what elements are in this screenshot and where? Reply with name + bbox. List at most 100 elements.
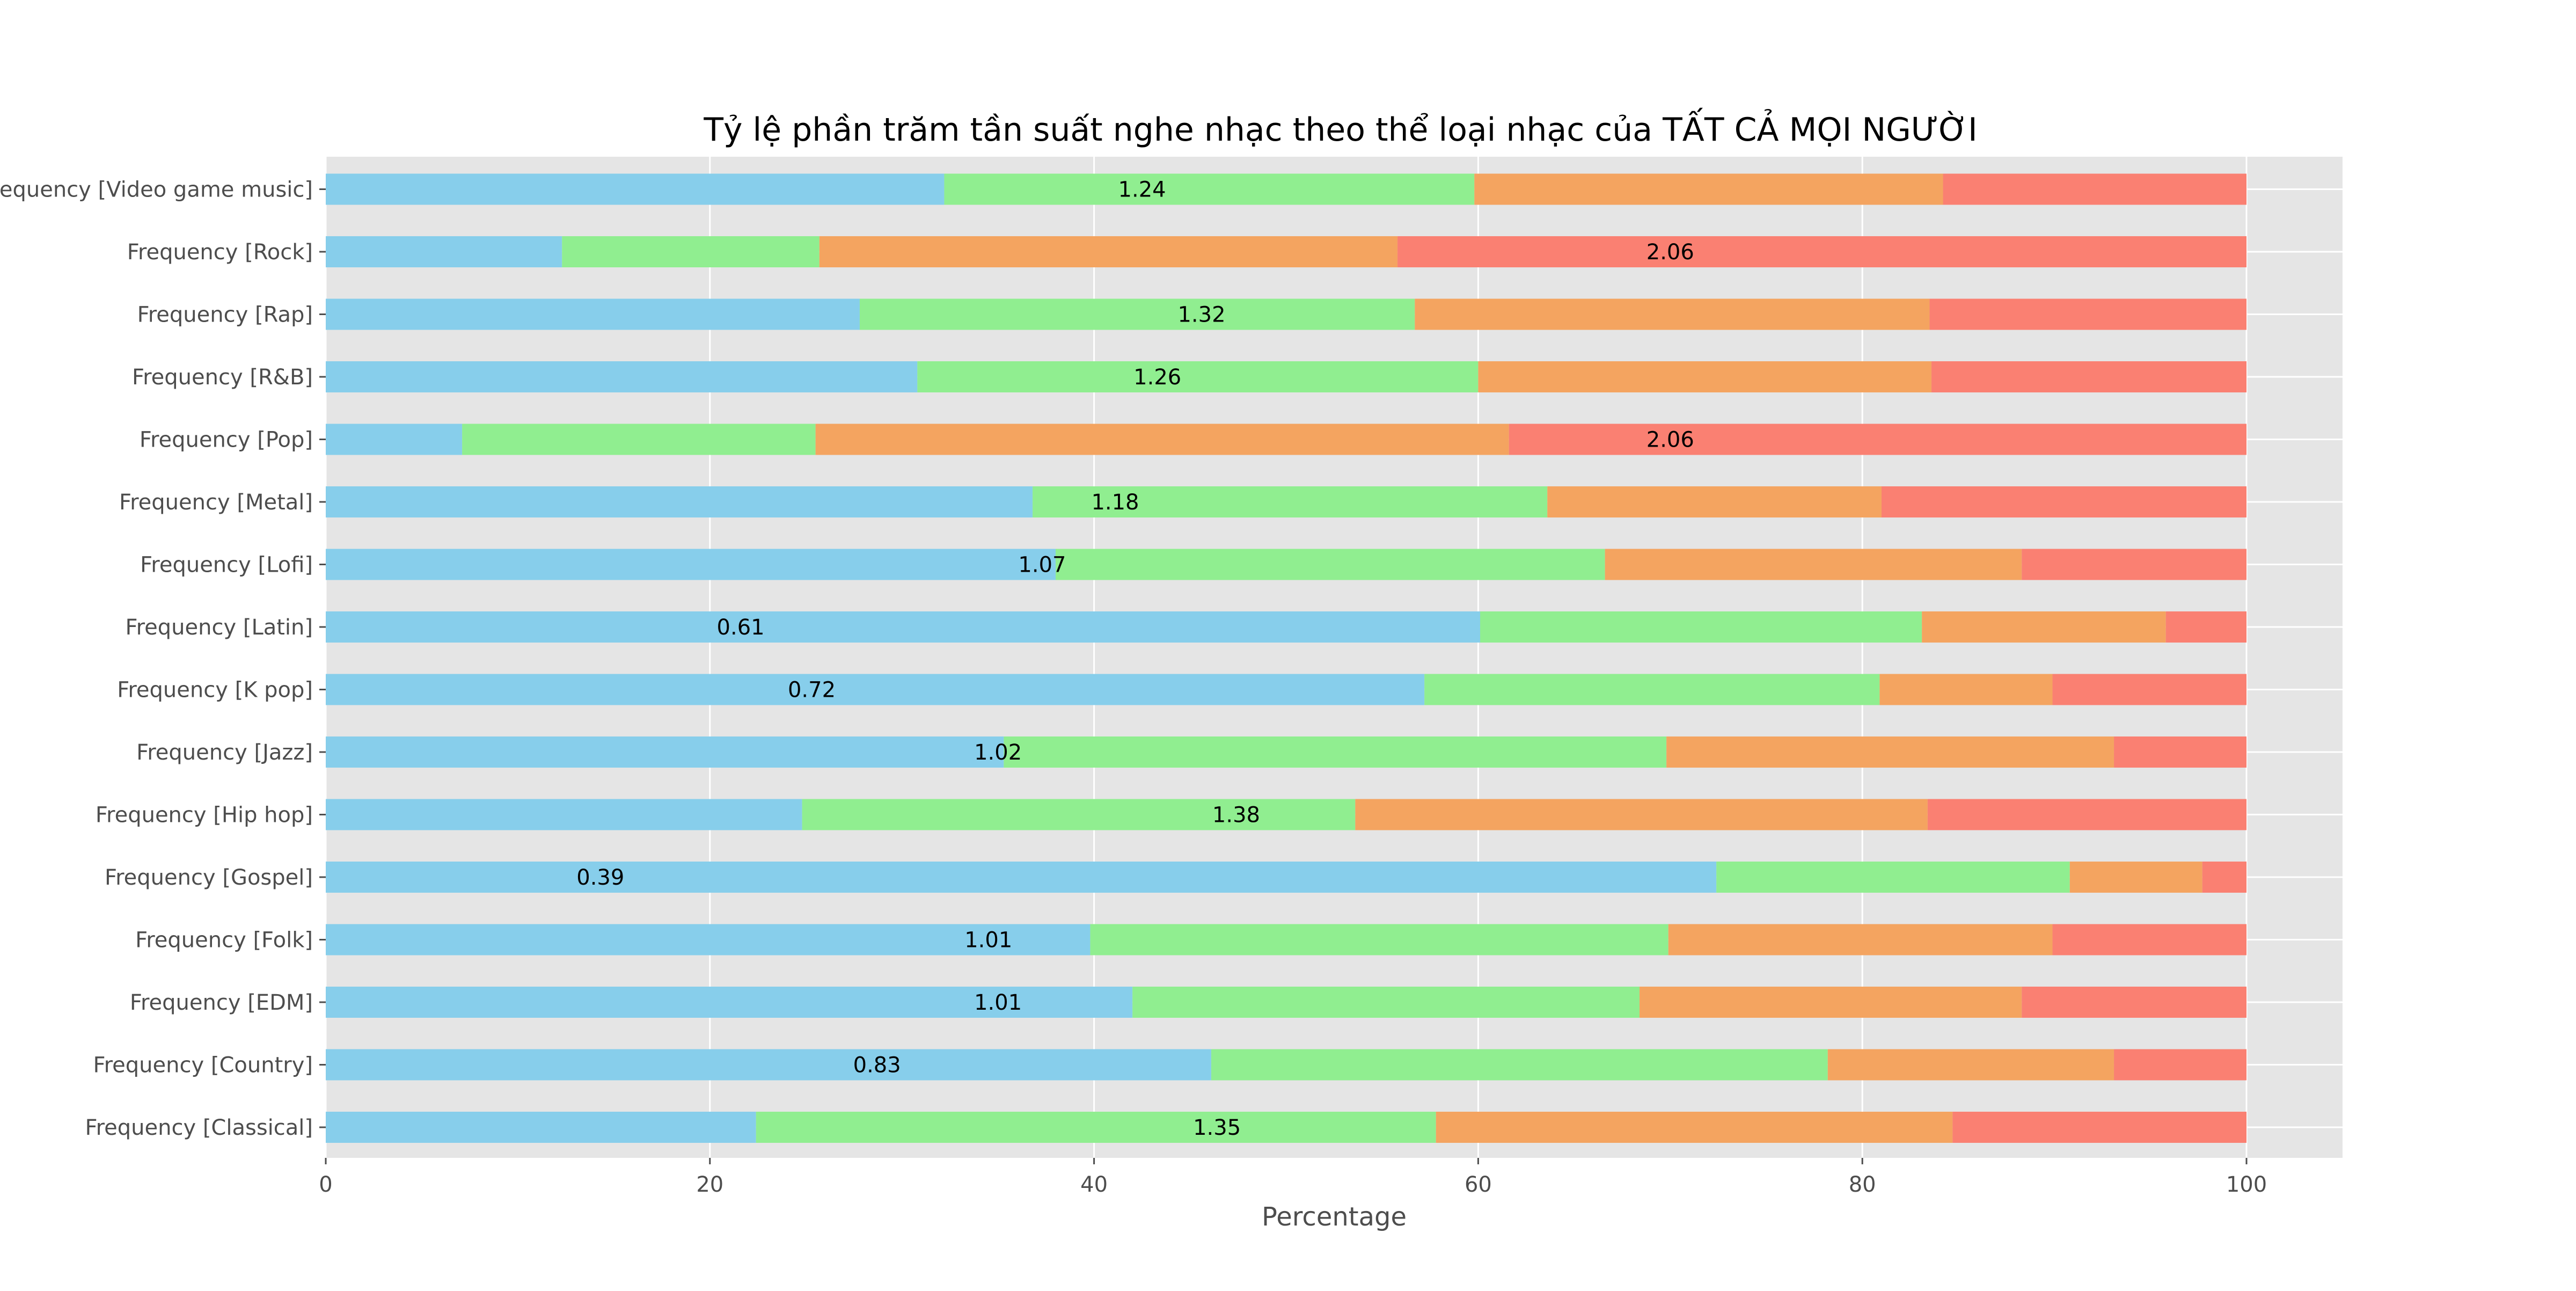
bar-segment bbox=[1478, 361, 1932, 392]
bar-segment bbox=[815, 424, 1509, 455]
data-label: 1.01 bbox=[974, 990, 1022, 1015]
bar-segment bbox=[1827, 1049, 2114, 1081]
bar-segment bbox=[1943, 173, 2246, 205]
bar-segment bbox=[1605, 549, 2022, 580]
data-label: 1.18 bbox=[1091, 490, 1139, 515]
bar-segment bbox=[1211, 1049, 1828, 1081]
bar-segment bbox=[326, 173, 945, 205]
bars bbox=[326, 173, 2246, 1143]
bar-segment bbox=[1922, 611, 2166, 643]
bar-segment bbox=[326, 361, 918, 392]
bar-segment bbox=[326, 486, 1033, 517]
bar-segment bbox=[2114, 1049, 2246, 1081]
bar-segment bbox=[326, 674, 1425, 705]
data-label: 0.61 bbox=[717, 615, 765, 640]
bar-segment bbox=[1927, 799, 2246, 830]
data-label: 1.01 bbox=[964, 928, 1012, 953]
y-tick-label: Frequency [Hip hop] bbox=[96, 803, 313, 828]
bar-segment bbox=[2202, 862, 2246, 893]
bar-segment bbox=[326, 862, 1717, 893]
bar-segment bbox=[2052, 674, 2246, 705]
bar-segment bbox=[326, 736, 1004, 768]
x-tick-label: 20 bbox=[696, 1172, 723, 1197]
bar-segment bbox=[326, 236, 562, 267]
bar-segment bbox=[917, 361, 1479, 392]
y-tick-label: Frequency [Pop] bbox=[140, 428, 313, 453]
y-tick-label: Frequency [Gospel] bbox=[105, 865, 313, 890]
bar-segment bbox=[326, 298, 860, 330]
bar-segment bbox=[326, 987, 1133, 1018]
bar-segment bbox=[1132, 987, 1640, 1018]
bar-segment bbox=[819, 236, 1398, 267]
y-tick-label: Frequency [EDM] bbox=[130, 990, 313, 1015]
data-label: 0.39 bbox=[576, 865, 624, 890]
bar-segment bbox=[1424, 674, 1880, 705]
y-tick-label: Frequency [Video game music] bbox=[0, 178, 313, 202]
bar-segment bbox=[756, 1112, 1436, 1143]
data-label: 2.06 bbox=[1646, 240, 1694, 265]
y-tick-label: Frequency [K pop] bbox=[117, 678, 313, 703]
bar-segment bbox=[2052, 924, 2246, 956]
bar-segment bbox=[1397, 236, 2246, 267]
x-tick-label: 40 bbox=[1080, 1172, 1108, 1197]
data-label: 1.35 bbox=[1193, 1115, 1241, 1140]
bar-segment bbox=[326, 1112, 756, 1143]
bar-segment bbox=[802, 799, 1356, 830]
bar-segment bbox=[1881, 486, 2246, 517]
x-tick-label: 0 bbox=[319, 1172, 332, 1197]
x-tick-label: 100 bbox=[2226, 1172, 2267, 1197]
bar-segment bbox=[1668, 924, 2053, 956]
y-tick-label: Frequency [Rock] bbox=[127, 240, 313, 265]
bar-segment bbox=[1090, 924, 1668, 956]
y-tick-label: Frequency [Folk] bbox=[135, 928, 313, 953]
bar-segment bbox=[462, 424, 816, 455]
bar-segment bbox=[2022, 549, 2246, 580]
bar-segment bbox=[326, 924, 1091, 956]
bar-segment bbox=[1004, 736, 1667, 768]
data-label: 1.26 bbox=[1133, 365, 1181, 390]
y-axis: Frequency [Classical] Frequency [Country]… bbox=[0, 178, 326, 1140]
y-tick-label: Frequency [Metal] bbox=[119, 490, 313, 515]
bar-segment bbox=[1480, 611, 1922, 643]
bar-segment bbox=[326, 611, 1480, 643]
bar-segment bbox=[944, 173, 1475, 205]
y-tick-label: Frequency [Lofi] bbox=[140, 553, 313, 578]
y-tick-label: Frequency [Latin] bbox=[125, 615, 313, 640]
bar-segment bbox=[2022, 987, 2246, 1018]
x-tick-label: 60 bbox=[1465, 1172, 1492, 1197]
data-label: 0.72 bbox=[788, 678, 836, 703]
bar-segment bbox=[326, 799, 802, 830]
y-tick-label: Frequency [Rap] bbox=[137, 303, 313, 327]
bar-segment bbox=[1716, 862, 2070, 893]
data-label: 2.06 bbox=[1646, 428, 1694, 453]
bar-segment bbox=[1640, 987, 2022, 1018]
chart-title: Tỷ lệ phần trăm tần suất nghe nhạc theo … bbox=[703, 107, 1977, 149]
y-tick-label: Frequency [Jazz] bbox=[136, 740, 313, 765]
bar-segment bbox=[1952, 1112, 2246, 1143]
data-labels: 1.35 0.83 1.01 1.01 0.39 1.38 1.02 0.72 0.61 1.07… bbox=[576, 178, 1694, 1141]
bar-segment bbox=[1931, 361, 2246, 392]
bar-segment bbox=[1666, 736, 2114, 768]
x-axis-label: Percentage bbox=[1262, 1202, 1407, 1232]
data-label: 1.38 bbox=[1212, 803, 1260, 828]
data-label: 1.32 bbox=[1177, 303, 1225, 327]
bar-segment bbox=[1436, 1112, 1953, 1143]
bar-segment bbox=[1509, 424, 2246, 455]
bar-segment bbox=[1033, 486, 1548, 517]
bar-segment bbox=[1929, 298, 2246, 330]
bar-segment bbox=[1056, 549, 1605, 580]
x-tick-label: 80 bbox=[1849, 1172, 1876, 1197]
bar-segment bbox=[1474, 173, 1943, 205]
data-label: 1.24 bbox=[1118, 178, 1166, 202]
y-tick-label: Frequency [R&B] bbox=[132, 365, 313, 390]
data-label: 1.02 bbox=[974, 740, 1022, 765]
bar-segment bbox=[2165, 611, 2246, 643]
bar-segment bbox=[2114, 736, 2246, 768]
bar-segment bbox=[1547, 486, 1882, 517]
bar-segment bbox=[859, 298, 1415, 330]
y-tick-label: Frequency [Country] bbox=[93, 1053, 313, 1078]
bar-segment bbox=[562, 236, 819, 267]
bar-segment bbox=[1879, 674, 2053, 705]
